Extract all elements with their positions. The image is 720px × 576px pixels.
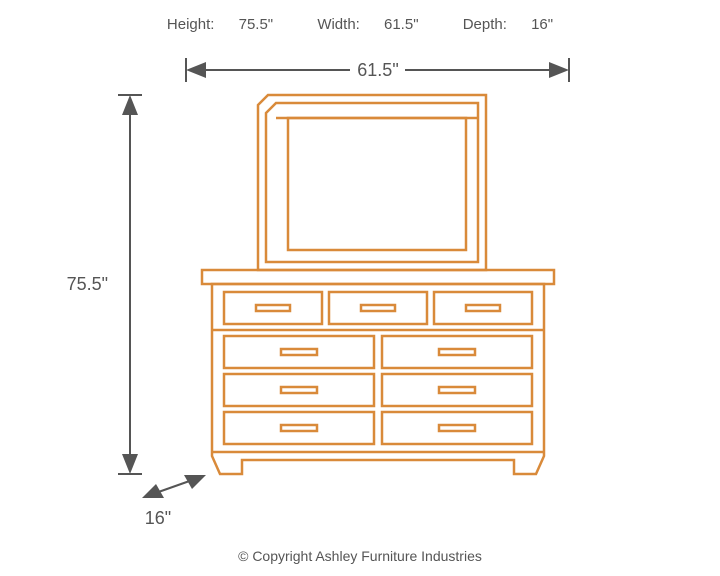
height-spec: Height: 75.5" bbox=[157, 16, 287, 33]
drawer-row-2 bbox=[224, 374, 532, 406]
width-dimension: 61.5" bbox=[186, 58, 569, 82]
height-dimension: 75.5" bbox=[67, 95, 142, 474]
height-value: 75.5" bbox=[67, 274, 108, 294]
depth-spec: Depth: 16" bbox=[453, 16, 563, 33]
drawer-row-top bbox=[224, 292, 532, 324]
width-spec: Width: 61.5" bbox=[307, 16, 432, 33]
mirror bbox=[258, 95, 486, 270]
depth-value: 16" bbox=[145, 508, 171, 528]
dimension-diagram: 61.5" 75.5" 16" bbox=[0, 0, 720, 576]
width-value: 61.5" bbox=[357, 60, 398, 80]
drawer-row-1 bbox=[224, 336, 532, 368]
furniture-drawing bbox=[202, 95, 554, 474]
copyright-text: © Copyright Ashley Furniture Industries bbox=[0, 548, 720, 564]
dresser-body bbox=[202, 270, 554, 474]
drawer-row-3 bbox=[224, 412, 532, 444]
depth-dimension: 16" bbox=[142, 475, 206, 528]
spec-header: Height: 75.5" Width: 61.5" Depth: 16" bbox=[0, 16, 720, 33]
